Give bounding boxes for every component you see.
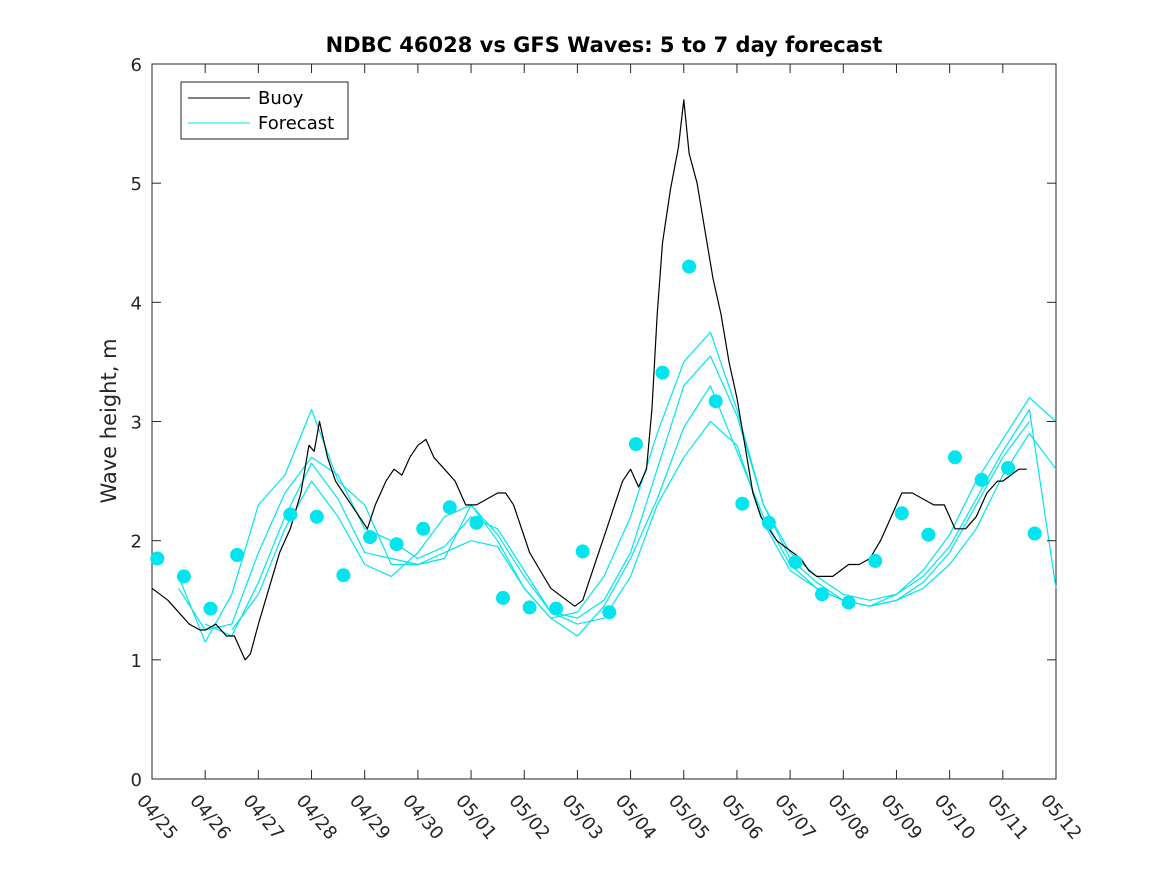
forecast-point-marker: [841, 595, 856, 610]
forecast-point-marker: [363, 530, 377, 545]
legend-box: [180, 81, 349, 140]
forecast-point-marker: [549, 601, 564, 616]
forecast-point-marker: [761, 515, 776, 530]
forecast-point-marker: [735, 496, 750, 511]
forecast-point-marker: [974, 472, 989, 487]
forecast-point-marker: [628, 437, 643, 452]
y-axis: 0 1 2 3 4 5 6: [131, 55, 1056, 791]
y-tick-label: 6: [131, 55, 142, 76]
forecast-point-marker: [416, 521, 431, 536]
forecast-point-marker: [1027, 526, 1042, 541]
forecast-point-marker: [708, 394, 723, 409]
forecast-point-marker: [682, 259, 697, 274]
axes-box: [151, 63, 1057, 780]
legend: Buoy Forecast: [180, 81, 349, 140]
forecast-point-marker: [921, 527, 936, 542]
forecast-series-line-4: [231, 409, 1057, 631]
forecast-series-line-3: [204, 385, 1057, 637]
y-tick-label: 1: [131, 651, 142, 672]
y-axis-label: Wave height, m: [97, 338, 121, 503]
series-layer: [151, 99, 1057, 661]
forecast-point-marker: [1001, 461, 1016, 475]
y-tick-label: 3: [131, 413, 142, 434]
forecast-point-marker: [150, 551, 165, 566]
forecast-point-marker: [283, 507, 298, 522]
forecast-point-marker: [948, 450, 962, 465]
plot-area: [150, 63, 1057, 780]
forecast-point-marker: [176, 569, 191, 584]
forecast-point-marker: [389, 537, 404, 552]
forecast-point-marker: [469, 515, 484, 530]
y-tick-label: 4: [131, 293, 142, 314]
forecast-point-marker: [309, 509, 324, 524]
forecast-point-marker: [522, 600, 537, 615]
legend-forecast-label: Forecast: [258, 113, 334, 134]
forecast-point-marker: [602, 605, 617, 620]
forecast-point-marker: [868, 553, 883, 568]
forecast-point-marker: [496, 590, 510, 605]
forecast-point-marker: [894, 506, 909, 521]
y-tick-label: 2: [131, 532, 142, 553]
forecast-point-marker: [788, 555, 803, 570]
legend-buoy-label: Buoy: [258, 88, 304, 109]
forecast-point-marker: [575, 544, 590, 559]
y-tick-label: 0: [131, 770, 142, 791]
forecast-point-marker: [815, 587, 829, 602]
forecast-point-marker: [442, 500, 457, 515]
marker-layer: [150, 259, 1042, 620]
forecast-point-marker: [655, 365, 670, 380]
forecast-point-marker: [203, 601, 218, 616]
y-tick-label: 5: [131, 174, 142, 195]
forecast-point-marker: [336, 568, 351, 583]
forecast-point-marker: [230, 548, 245, 562]
chart-title: NDBC 46028 vs GFS Waves: 5 to 7 day fore…: [326, 33, 883, 57]
